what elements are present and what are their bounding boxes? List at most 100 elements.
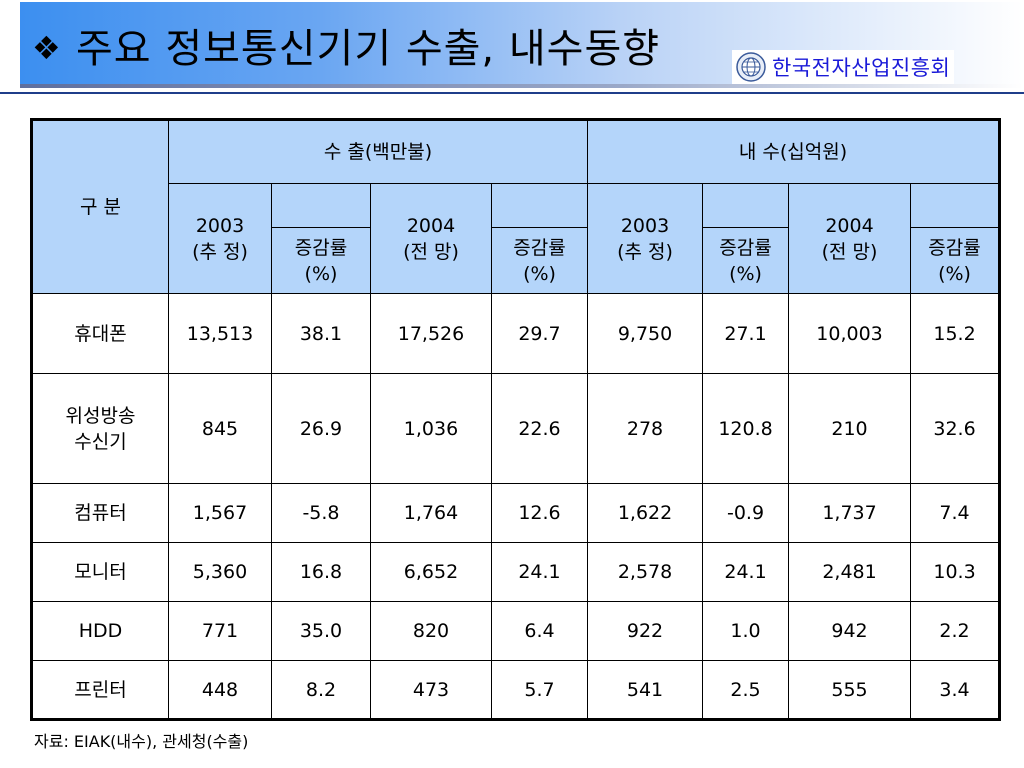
year-label: 2003 bbox=[195, 214, 245, 237]
growth-label: 증감률 bbox=[294, 236, 348, 259]
table-cell: 16.8 bbox=[271, 542, 371, 602]
table-cell: 26.9 bbox=[271, 373, 371, 484]
year-label: 2004 bbox=[825, 214, 874, 237]
table-cell: 5.7 bbox=[490, 660, 589, 720]
growth-label: 증감률 bbox=[928, 236, 981, 259]
domestic-2004-header: 2004 (전 망) bbox=[788, 183, 912, 294]
row-label: 모니터 bbox=[31, 542, 169, 602]
table-row: 컴퓨터 1,567 -5.8 1,764 12.6 1,622 -0.9 1,737 7.4 bbox=[31, 483, 1001, 543]
row-label-line: 수신기 bbox=[74, 430, 127, 453]
export-domestic-table: 구 분 수 출(백만불) 내 수(십억원) 2003 (추 정) 2004 (전 망… bbox=[30, 118, 1002, 721]
year-label: 2004 bbox=[406, 214, 456, 237]
table-cell: 555 bbox=[788, 660, 912, 720]
year-note: (전 망) bbox=[403, 240, 459, 263]
table-cell: 8.2 bbox=[271, 660, 371, 720]
table-cell: -5.8 bbox=[271, 483, 371, 543]
category-header: 구 분 bbox=[31, 119, 169, 294]
table-cell: 771 bbox=[168, 601, 272, 661]
growth-unit: (%) bbox=[938, 262, 971, 285]
header-spacer bbox=[490, 183, 589, 228]
table-cell: 38.1 bbox=[271, 293, 371, 374]
growth-label: 증감률 bbox=[513, 236, 566, 259]
table-cell: 10,003 bbox=[788, 293, 912, 374]
table-cell: 942 bbox=[788, 601, 912, 661]
title-bar: ❖ 주요 정보통신기기 수출, 내수동향 bbox=[20, 2, 1023, 88]
table-row: 위성방송 수신기 845 26.9 1,036 22.6 278 120.8 210 32.6 bbox=[31, 373, 1001, 484]
export-header: 수 출(백만불) bbox=[167, 119, 589, 184]
table-cell: 1,764 bbox=[370, 483, 492, 543]
table-cell: 2,481 bbox=[788, 542, 912, 602]
diamond-bullet-icon: ❖ bbox=[32, 29, 62, 67]
page-title: ❖ 주요 정보통신기기 수출, 내수동향 bbox=[32, 16, 660, 74]
table-row: 휴대폰 13,513 38.1 17,526 29.7 9,750 27.1 10,003 15… bbox=[31, 293, 1001, 374]
table-cell: 22.6 bbox=[490, 373, 589, 484]
year-label: 2003 bbox=[620, 214, 670, 237]
table-cell: 1,036 bbox=[370, 373, 492, 484]
growth-header: 증감률 (%) bbox=[910, 227, 1001, 294]
table-cell: 278 bbox=[587, 373, 704, 484]
table-cell: 1,567 bbox=[168, 483, 272, 543]
org-name: 한국전자산업진흥회 bbox=[772, 56, 951, 80]
table-cell: 210 bbox=[788, 373, 912, 484]
row-label-line: 위성방송 bbox=[65, 404, 136, 427]
table-row: 프린터 448 8.2 473 5.7 541 2.5 555 3.4 bbox=[31, 660, 1001, 720]
row-label-line: 휴대폰 bbox=[74, 322, 127, 345]
row-label: 프린터 bbox=[31, 660, 169, 720]
growth-unit: (%) bbox=[523, 262, 556, 285]
table-cell: 820 bbox=[370, 601, 492, 661]
growth-unit: (%) bbox=[304, 262, 338, 285]
table-cell: 32.6 bbox=[910, 373, 1001, 484]
org-branding: 한국전자산업진흥회 bbox=[732, 50, 955, 84]
table-cell: 3.4 bbox=[910, 660, 1001, 720]
table-cell: 10.3 bbox=[910, 542, 1001, 602]
row-label-line: 모니터 bbox=[74, 561, 127, 583]
growth-header: 증감률 (%) bbox=[490, 227, 589, 294]
row-label-line: 프린터 bbox=[74, 678, 127, 701]
table-cell: 24.1 bbox=[490, 542, 589, 602]
growth-unit: (%) bbox=[729, 262, 762, 285]
table-row: HDD 771 35.0 820 6.4 922 1.0 942 2.2 bbox=[31, 601, 1001, 661]
growth-header: 증감률 (%) bbox=[702, 227, 790, 294]
export-2003-header: 2003 (추 정) bbox=[168, 183, 272, 294]
domestic-header: 내 수(십억원) bbox=[587, 119, 1001, 184]
year-note: (추 정) bbox=[617, 240, 673, 263]
year-note: (전 망) bbox=[821, 240, 878, 263]
table-cell: 35.0 bbox=[271, 601, 371, 661]
header-divider bbox=[0, 92, 1024, 94]
domestic-2003-header: 2003 (추 정) bbox=[587, 183, 704, 294]
table-cell: 5,360 bbox=[168, 542, 272, 602]
table-cell: 6,652 bbox=[370, 542, 492, 602]
table-row: 모니터 5,360 16.8 6,652 24.1 2,578 24.1 2,481 10.3 bbox=[31, 542, 1001, 602]
header-spacer bbox=[702, 183, 790, 228]
table-cell: 7.4 bbox=[910, 483, 1001, 543]
table-cell: 2.5 bbox=[702, 660, 790, 720]
table-cell: 120.8 bbox=[702, 373, 790, 484]
page-title-text: 주요 정보통신기기 수출, 내수동향 bbox=[76, 26, 661, 72]
table-body: 휴대폰 13,513 38.1 17,526 29.7 9,750 27.1 10,003 15… bbox=[31, 293, 1001, 720]
table-cell: 17,526 bbox=[370, 293, 492, 374]
globe-emblem-icon bbox=[736, 52, 766, 82]
table-cell: 24.1 bbox=[702, 542, 790, 602]
table-cell: 2,578 bbox=[587, 542, 704, 602]
header-spacer bbox=[910, 183, 1001, 228]
row-label: 컴퓨터 bbox=[31, 483, 169, 543]
table-cell: 2.2 bbox=[910, 601, 1001, 661]
table-cell: 1,737 bbox=[788, 483, 912, 543]
table-cell: 9,750 bbox=[587, 293, 704, 374]
table-cell: 922 bbox=[587, 601, 704, 661]
table-cell: 1,622 bbox=[587, 483, 704, 543]
row-label-line: 컴퓨터 bbox=[74, 502, 127, 524]
table-cell: -0.9 bbox=[702, 483, 790, 543]
year-note: (추 정) bbox=[192, 240, 248, 263]
table-cell: 27.1 bbox=[702, 293, 790, 374]
source-note: 자료: EIAK(내수), 관세청(수출) bbox=[34, 732, 249, 751]
table-cell: 15.2 bbox=[910, 293, 1001, 374]
table-cell: 473 bbox=[370, 660, 492, 720]
row-label: 휴대폰 bbox=[31, 293, 169, 374]
export-2004-header: 2004 (전 망) bbox=[370, 183, 492, 294]
row-label-line: HDD bbox=[78, 620, 123, 642]
table-cell: 12.6 bbox=[490, 483, 589, 543]
table-cell: 1.0 bbox=[702, 601, 790, 661]
table-cell: 13,513 bbox=[168, 293, 272, 374]
